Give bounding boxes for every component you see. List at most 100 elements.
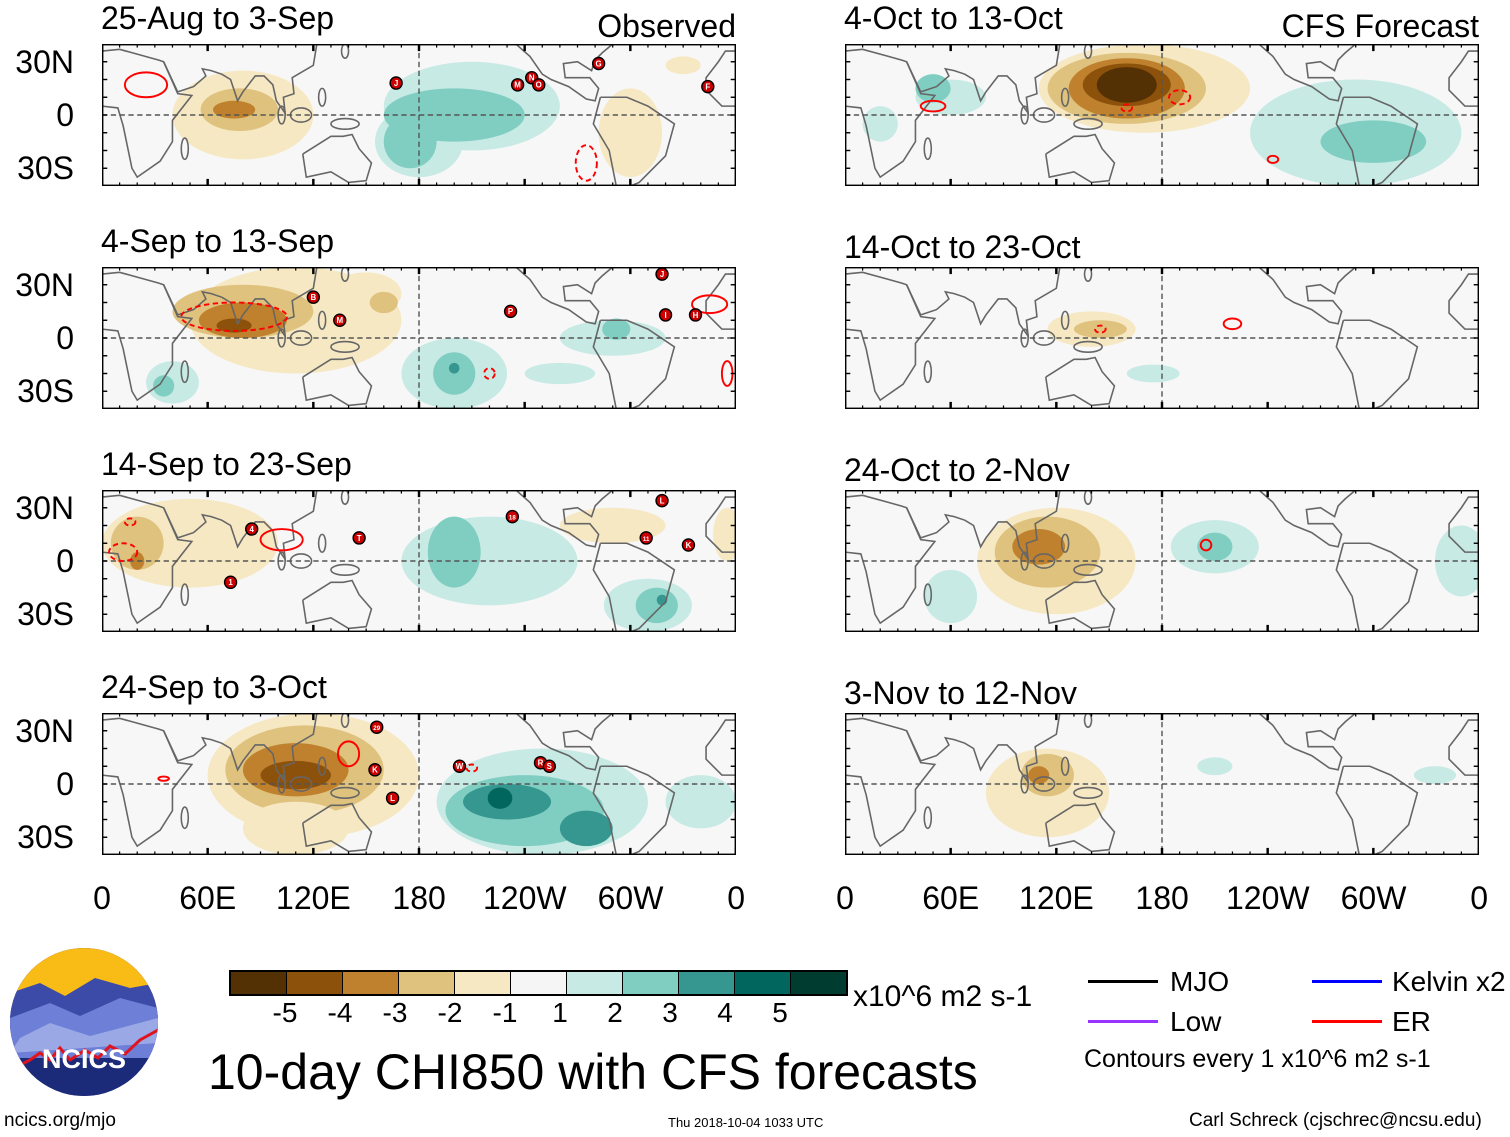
coastline-island	[317, 756, 327, 776]
colorbar-swatch	[679, 972, 735, 994]
hurricane-icon	[385, 791, 400, 805]
legend-line-low	[1088, 1020, 1158, 1023]
er-contour	[123, 517, 137, 527]
coastline	[1448, 719, 1479, 776]
coastline	[102, 717, 194, 848]
colorbar-swatch	[287, 972, 343, 994]
coastline	[705, 719, 736, 776]
panel-title: 4-Oct to 13-Oct	[844, 0, 1063, 36]
coastline-island	[1073, 340, 1103, 353]
er-contour	[259, 528, 304, 552]
coastline-island	[1083, 490, 1093, 505]
storm-label: K	[372, 766, 378, 775]
colorbar-tick-label: -3	[382, 997, 408, 1028]
er-contour	[123, 71, 169, 99]
lat-label: 0	[56, 320, 74, 356]
coastline	[162, 44, 318, 117]
coastline-island	[340, 713, 350, 728]
lon-label: 60W	[1340, 880, 1407, 916]
colorbar-swatch	[623, 972, 679, 994]
storm-label: M	[336, 316, 343, 325]
storm-label: 1	[228, 578, 233, 587]
storm-label: L	[660, 496, 665, 505]
storm-label: H	[693, 311, 699, 320]
storm-marker: S	[542, 759, 557, 773]
storm-marker: L	[385, 791, 400, 805]
er-contour	[691, 294, 729, 315]
coastline-island	[1073, 786, 1103, 799]
coastline-island	[1073, 117, 1103, 130]
lon-label: 0	[727, 880, 746, 916]
coastline-island	[1060, 533, 1070, 553]
coastline-island	[317, 533, 327, 553]
storm-label: M	[514, 81, 521, 90]
lon-label: 120W	[483, 880, 567, 916]
anomaly-region	[602, 318, 631, 340]
colorbar-tick-label: -5	[272, 997, 298, 1028]
coastline-island	[180, 583, 190, 607]
storm-label: L	[390, 794, 395, 803]
coastline	[515, 713, 614, 771]
anomaly-region	[448, 362, 460, 374]
storm-marker: J	[389, 76, 403, 90]
hurricane-icon	[639, 531, 653, 545]
anomaly-region	[559, 810, 613, 847]
coastline-island	[317, 87, 327, 107]
lat-label: 30S	[17, 819, 74, 856]
colorbar-swatch	[455, 972, 511, 994]
coastline	[1335, 542, 1419, 632]
er-contour	[157, 775, 170, 782]
colorbar-swatch	[511, 972, 567, 994]
coastline-island	[923, 137, 933, 161]
legend-line-mjo	[1088, 980, 1158, 983]
map-panel	[845, 267, 1479, 409]
er-contour	[465, 763, 479, 773]
coastline-island	[180, 137, 190, 161]
lon-label: 0	[93, 880, 111, 916]
coastline	[301, 579, 373, 630]
er-contour	[483, 367, 496, 380]
lon-label: 0	[1470, 880, 1489, 916]
coastline	[301, 356, 373, 407]
coastline-island	[1060, 756, 1070, 776]
coastline-island	[1083, 44, 1093, 59]
er-contour	[919, 99, 947, 113]
coastline-island	[330, 340, 360, 353]
logo-text: NCICS	[41, 1044, 126, 1074]
anomaly-region	[524, 362, 596, 385]
coastline	[845, 271, 937, 402]
legend-label-mjo: MJO	[1170, 966, 1230, 997]
anomaly-region	[369, 291, 398, 314]
coastline	[102, 48, 194, 179]
storm-marker: F	[701, 79, 715, 94]
coastline	[592, 765, 676, 855]
anomaly-region	[1126, 364, 1180, 383]
colorbar-swatch	[231, 972, 287, 994]
anomaly-region	[598, 88, 663, 178]
legend-label-low: Low	[1170, 1006, 1222, 1037]
footer-url[interactable]: ncics.org/mjo	[4, 1110, 116, 1131]
legend-line-er	[1312, 1020, 1382, 1023]
hurricane-icon	[591, 56, 606, 71]
lat-label: 30S	[17, 150, 74, 187]
hurricane-icon	[532, 78, 546, 92]
coastline	[1258, 490, 1357, 548]
storm-marker: W	[452, 759, 467, 773]
hurricane-icon	[542, 759, 557, 773]
storm-label: K	[686, 541, 692, 550]
coastline	[1448, 496, 1479, 553]
anomaly-region	[1197, 532, 1233, 561]
legend-label-kelvin: Kelvin x2	[1392, 966, 1506, 997]
map-panel	[845, 490, 1479, 632]
coastline	[1044, 802, 1116, 853]
anomaly-region	[427, 516, 481, 588]
colorbar-tick-label: 1	[552, 997, 568, 1028]
coastline	[1448, 273, 1479, 330]
lat-label: 0	[56, 766, 74, 802]
colorbar-swatch	[567, 972, 623, 994]
anomaly-region	[713, 507, 736, 561]
storm-label: O	[536, 81, 542, 90]
coastline	[1044, 356, 1116, 407]
colorbar-tick-label: -2	[437, 997, 463, 1028]
